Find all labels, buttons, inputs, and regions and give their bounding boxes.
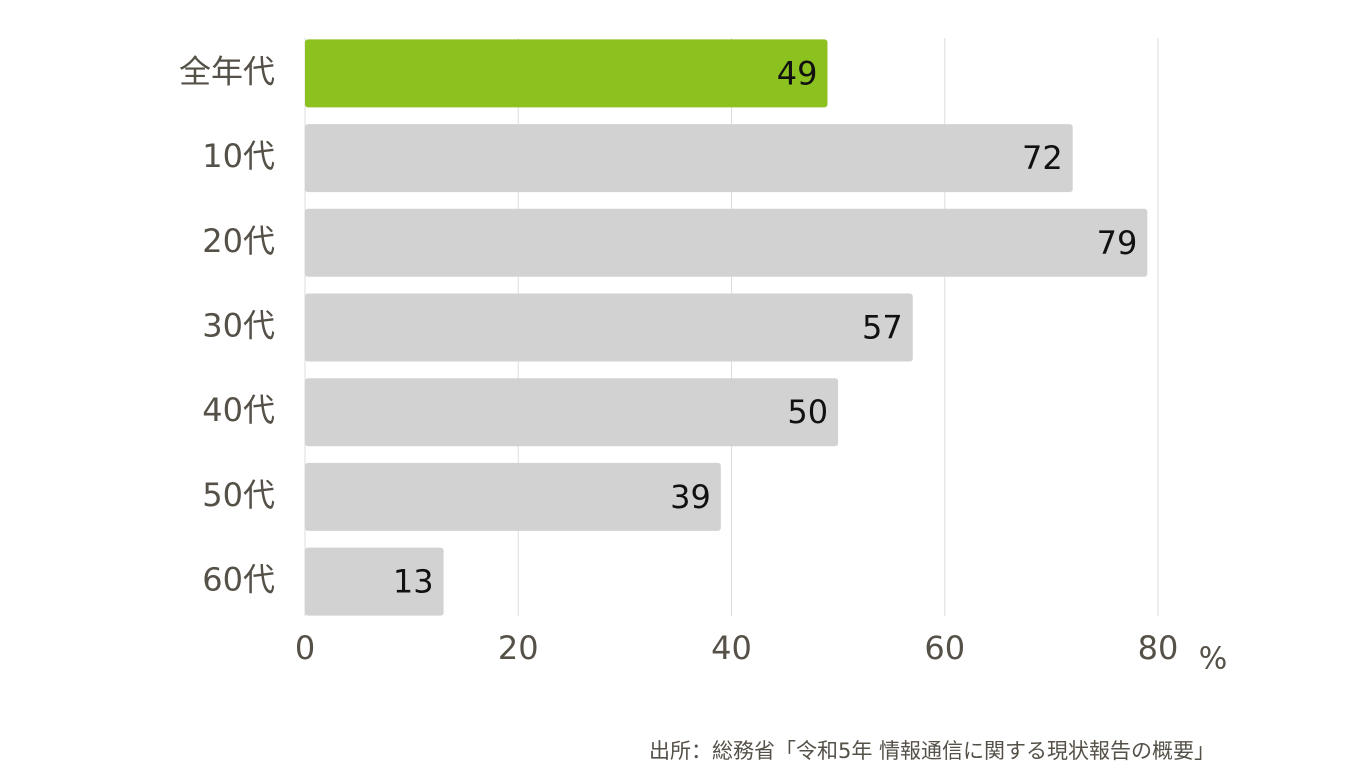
x-tick-label: 80 bbox=[1138, 629, 1179, 667]
x-tick-label: 0 bbox=[295, 629, 315, 667]
source-note: 出所：総務省「令和5年 情報通信に関する現状報告の概要」 bbox=[649, 739, 1215, 763]
y-tick-label: 50代 bbox=[202, 476, 275, 514]
value-label: 50 bbox=[787, 393, 828, 431]
y-tick-label: 30代 bbox=[202, 307, 275, 345]
bar bbox=[305, 39, 828, 108]
y-tick-label: 全年代 bbox=[179, 52, 275, 90]
x-axis-unit: % bbox=[1199, 642, 1228, 677]
bar bbox=[305, 547, 444, 616]
value-label: 13 bbox=[393, 563, 434, 601]
y-tick-label: 20代 bbox=[202, 222, 275, 260]
y-tick-label: 60代 bbox=[202, 561, 275, 599]
value-label: 72 bbox=[1022, 139, 1063, 177]
value-label: 49 bbox=[777, 54, 818, 92]
bar bbox=[305, 293, 913, 362]
value-label: 39 bbox=[670, 478, 711, 516]
bar bbox=[305, 462, 721, 531]
value-label: 79 bbox=[1097, 224, 1138, 262]
bar bbox=[305, 208, 1148, 277]
value-label: 57 bbox=[862, 309, 903, 347]
y-tick-label: 10代 bbox=[202, 137, 275, 175]
x-tick-label: 60 bbox=[924, 629, 965, 667]
bar bbox=[305, 378, 839, 447]
x-tick-label: 20 bbox=[498, 629, 539, 667]
y-tick-label: 40代 bbox=[202, 391, 275, 429]
bar bbox=[305, 124, 1073, 193]
x-tick-label: 40 bbox=[711, 629, 752, 667]
